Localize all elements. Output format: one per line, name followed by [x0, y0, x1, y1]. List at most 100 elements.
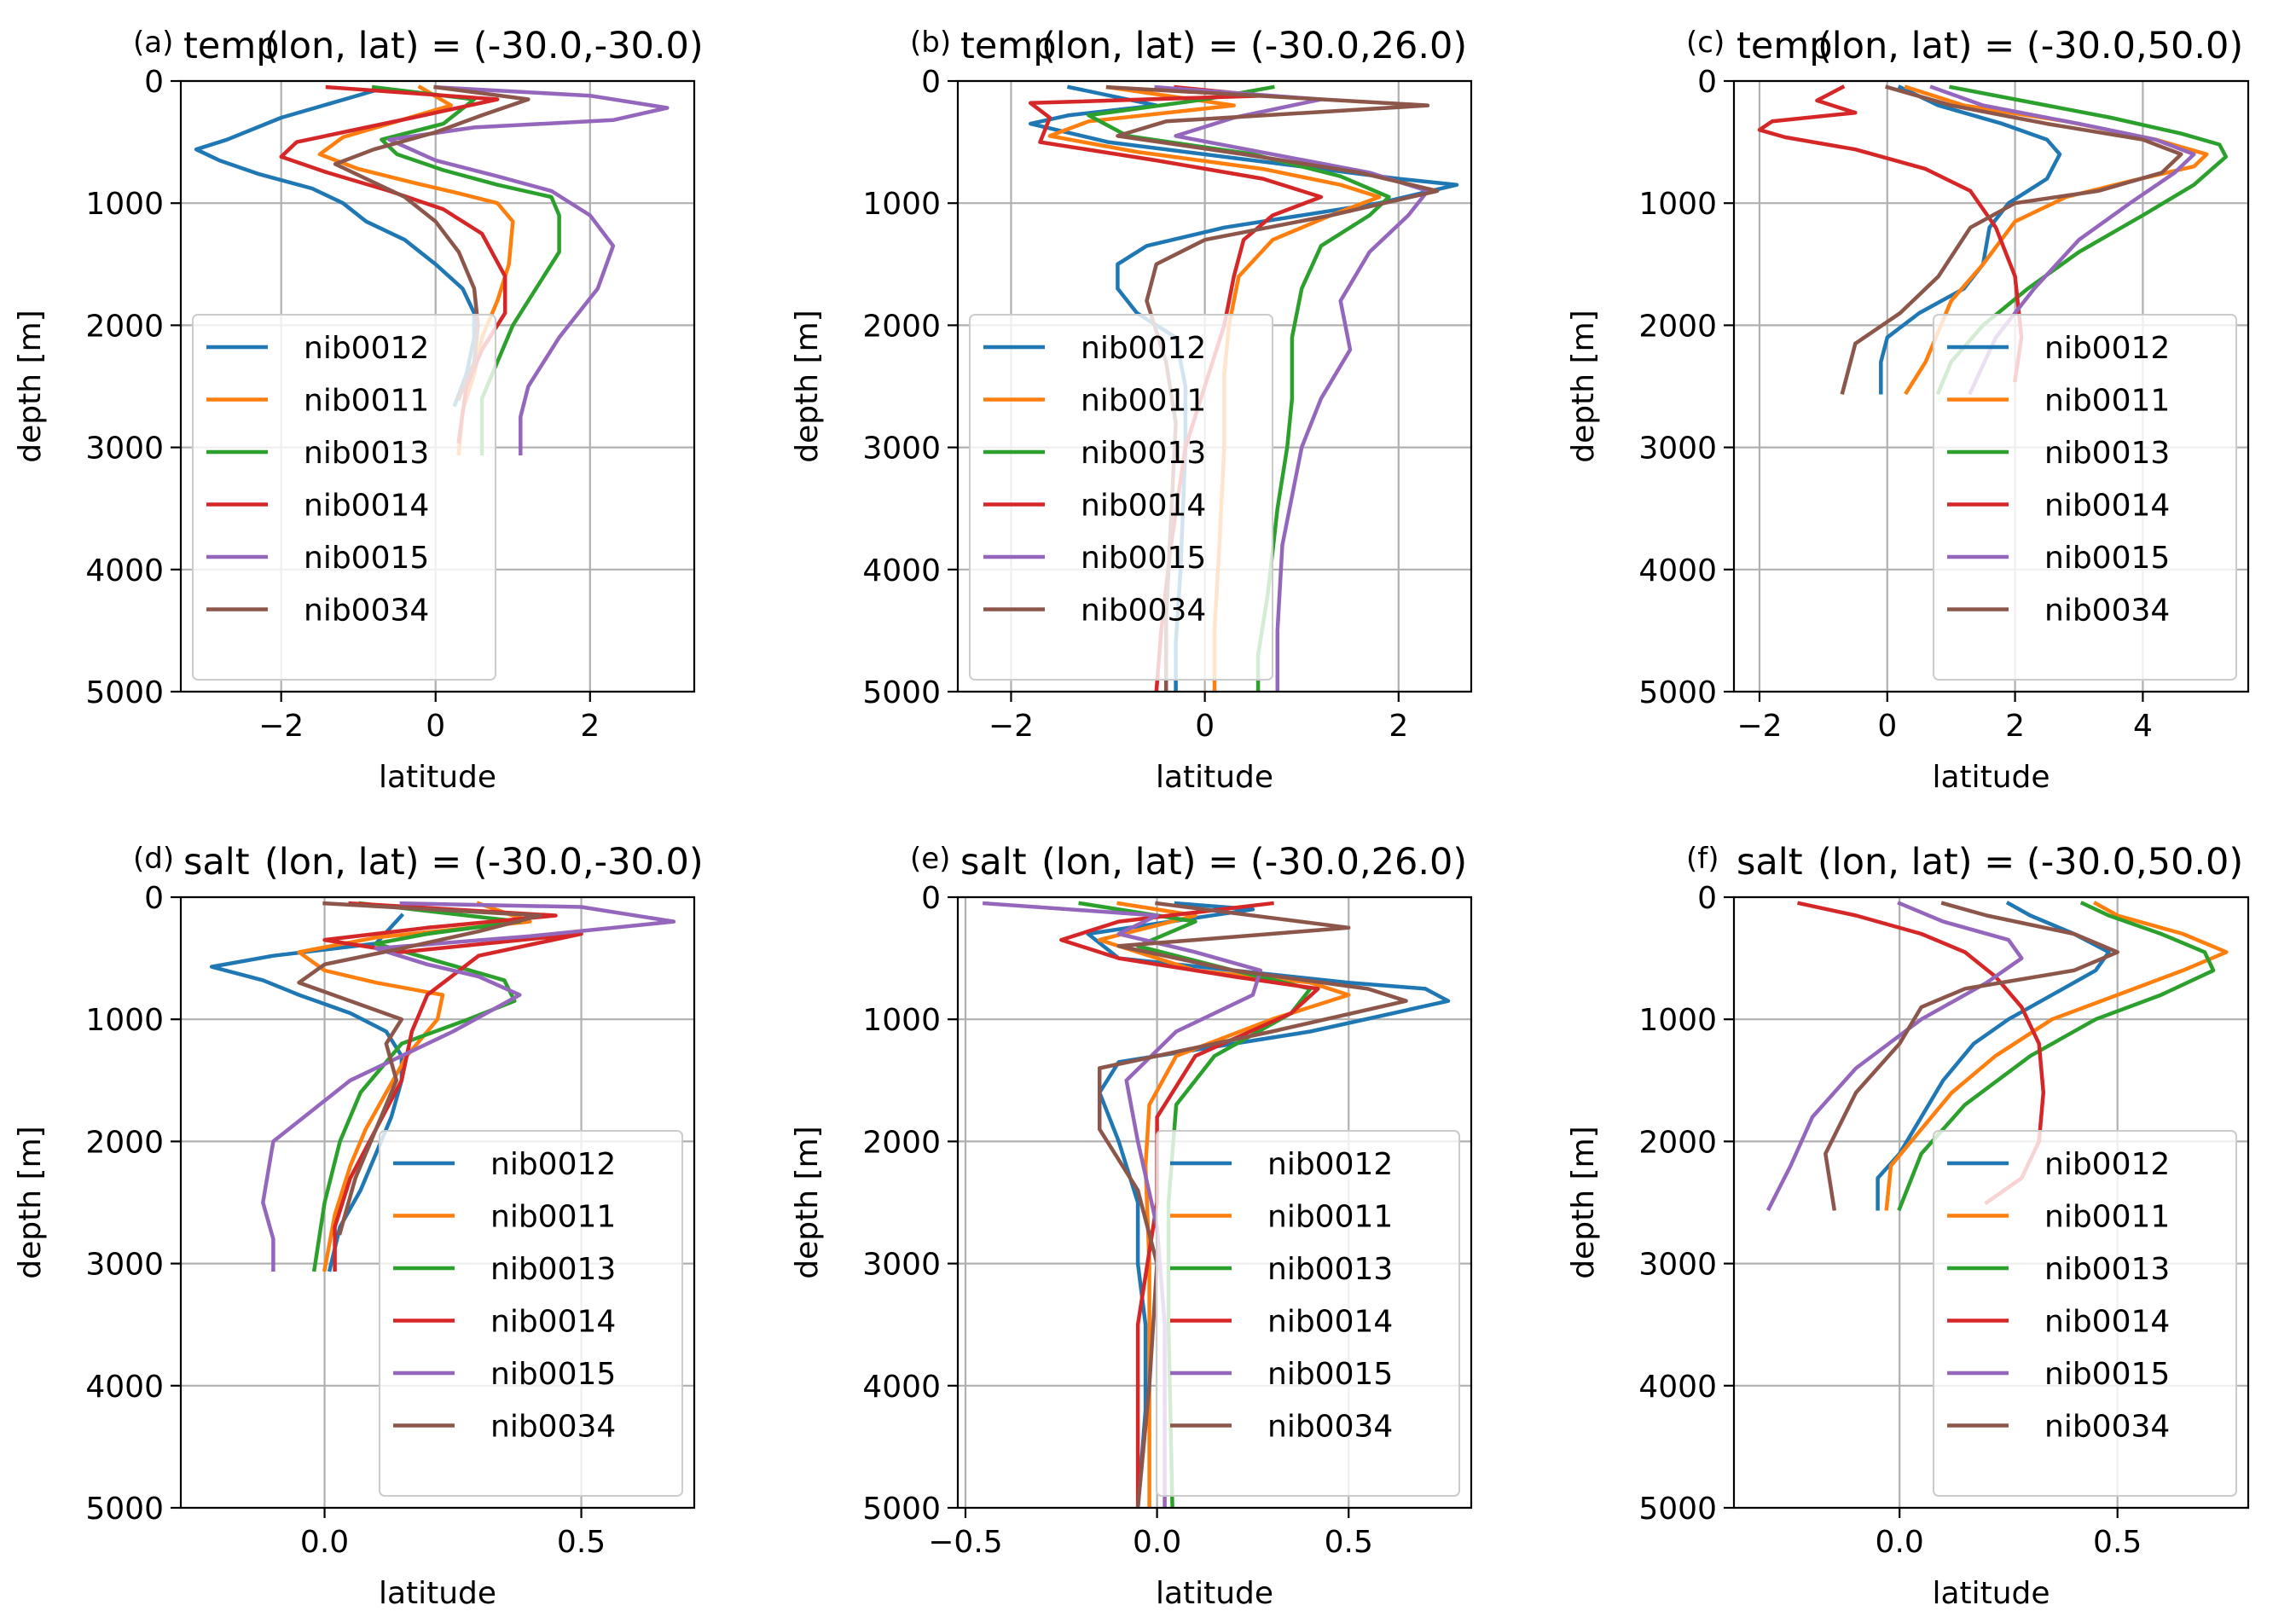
legend: nib0012 nib0011 nib0013 nib0014 nib0015 nib00…	[1933, 1130, 2237, 1497]
series-line-nib0013	[371, 84, 561, 456]
y-tick-label: 4000	[862, 553, 941, 588]
legend-entry: nib0011	[2044, 1200, 2170, 1235]
x-axis-label: latitude	[1156, 760, 1273, 795]
subplot-d: 0.0 0.5 0 1000 2000 3000 4000 5000 latitude depth…	[13, 841, 704, 1611]
legend-entry: nib0034	[2044, 1410, 2170, 1445]
x-tick-label: 0.5	[1325, 1525, 1373, 1560]
legend-entry: nib0013	[1081, 436, 1206, 471]
series-line-nib0015	[1154, 84, 1430, 692]
legend-frame	[1156, 1130, 1460, 1497]
subplot-f: 0.0 0.5 0 1000 2000 3000 4000 5000 latitude depth…	[1566, 841, 2250, 1611]
series-line-nib0014	[1757, 84, 2024, 383]
y-tick-label: 3000	[1638, 1248, 1717, 1283]
y-tick-label: 5000	[862, 1492, 941, 1527]
legend-entry: nib0015	[2044, 541, 2170, 576]
subplot-title: temp	[1736, 25, 1833, 67]
subplot-title: salt	[183, 841, 250, 884]
y-tick-label: 1000	[85, 187, 164, 222]
series-line-nib0015	[261, 901, 676, 1272]
legend-entry: nib0034	[1081, 594, 1206, 629]
y-tick-label: 1000	[1638, 187, 1717, 222]
y-tick-label: 2000	[1638, 309, 1717, 344]
legend-entry: nib0012	[490, 1147, 616, 1182]
series-line-nib0012	[1086, 901, 1451, 1508]
legend-frame	[1933, 1130, 2237, 1497]
subplot-title: salt	[960, 841, 1027, 884]
axes-frame	[956, 895, 1473, 1510]
legend-entry: nib0012	[2044, 331, 2170, 366]
subplot-c: −2 0 2 4 0 1000 2000 3000 4000 5000 latitude depth …	[1566, 25, 2250, 795]
y-tick-label: 4000	[85, 553, 164, 588]
legend-frame	[192, 314, 496, 681]
legend: nib0012 nib0011 nib0013 nib0014 nib0015 nib00…	[379, 1130, 683, 1497]
subplot-title-overlap: (lon, lat) = (-30.0,26.0)	[1041, 841, 1467, 884]
y-tick-label: 2000	[85, 309, 164, 344]
series-line-nib0014	[322, 901, 583, 1272]
series-line-nib0011	[1884, 901, 2229, 1211]
legend-frame	[969, 314, 1273, 681]
axes-frame	[1732, 79, 2250, 693]
legend-entry: nib0015	[1081, 541, 1206, 576]
axes-frame	[179, 79, 696, 693]
legend: nib0012 nib0011 nib0013 nib0014 nib0015 nib00…	[192, 314, 496, 681]
axes-frame	[179, 895, 696, 1510]
y-tick-label: 5000	[1638, 1492, 1717, 1527]
legend-entry: nib0013	[2044, 436, 2170, 471]
series-line-nib0015	[387, 84, 670, 456]
x-tick-label: −2	[258, 709, 304, 744]
series-line-nib0012	[209, 913, 405, 1272]
series-line-nib0015	[1929, 84, 2196, 396]
series-line-nib0013	[1897, 901, 2216, 1212]
y-tick-label: 4000	[1638, 1370, 1717, 1405]
x-tick-label: 2	[2005, 709, 2025, 744]
panel-letter: (d)	[133, 842, 174, 876]
y-tick-label: 0	[1697, 65, 1717, 100]
y-tick-label: 2000	[862, 1125, 941, 1160]
x-tick-label: 2	[580, 709, 600, 744]
x-tick-label: −0.5	[928, 1525, 1002, 1560]
y-axis-label: depth [m]	[13, 1126, 48, 1278]
legend: nib0012 nib0011 nib0013 nib0014 nib0015 nib00…	[1156, 1130, 1460, 1497]
legend-entry: nib0011	[490, 1200, 616, 1235]
y-tick-label: 1000	[862, 187, 941, 222]
y-tick-label: 0	[921, 65, 941, 100]
subplot-title-overlap: (lon, lat) = (-30.0,26.0)	[1041, 25, 1467, 67]
y-tick-label: 2000	[85, 1125, 164, 1160]
legend-entry: nib0011	[1267, 1200, 1393, 1235]
panel-letter: (a)	[133, 26, 173, 60]
y-tick-label: 2000	[1638, 1125, 1717, 1160]
y-tick-label: 1000	[1638, 1003, 1717, 1038]
y-tick-label: 1000	[85, 1003, 164, 1038]
panel-letter: (f)	[1686, 842, 1719, 876]
legend-entry: nib0014	[2044, 489, 2170, 524]
legend-entry: nib0013	[2044, 1252, 2170, 1287]
legend-entry: nib0014	[490, 1305, 616, 1340]
subplot-e: −0.5 0.0 0.5 0 1000 2000 3000 4000 5000 latitude d…	[790, 841, 1473, 1611]
x-tick-label: 4	[2133, 709, 2153, 744]
y-axis-label: depth [m]	[1566, 1126, 1601, 1278]
x-axis-label: latitude	[379, 1576, 496, 1611]
legend-entry: nib0011	[2044, 384, 2170, 419]
legend-entry: nib0015	[304, 541, 429, 576]
legend-entry: nib0014	[2044, 1305, 2170, 1340]
x-tick-label: 0.0	[300, 1525, 349, 1560]
legend-entry: nib0013	[1267, 1252, 1393, 1287]
subplot-title: temp	[183, 25, 280, 67]
y-axis-label: depth [m]	[790, 1126, 825, 1278]
y-tick-label: 3000	[85, 432, 164, 466]
y-tick-label: 0	[144, 881, 164, 916]
axes-frame	[1732, 895, 2250, 1510]
legend-entry: nib0014	[1081, 489, 1206, 524]
legend-entry: nib0014	[304, 489, 429, 524]
x-axis-label: latitude	[1932, 1576, 2050, 1611]
subplot-title-overlap: (lon, lat) = (-30.0,50.0)	[1818, 25, 2243, 67]
x-axis-label: latitude	[1156, 1576, 1273, 1611]
legend-frame	[379, 1130, 683, 1497]
legend-entry: nib0011	[304, 384, 429, 419]
y-axis-label: depth [m]	[1566, 310, 1601, 462]
series-line-nib0013	[1087, 84, 1391, 692]
subplot-title: salt	[1736, 841, 1803, 884]
legend-entry: nib0012	[2044, 1147, 2170, 1182]
x-tick-label: 0	[426, 709, 445, 744]
